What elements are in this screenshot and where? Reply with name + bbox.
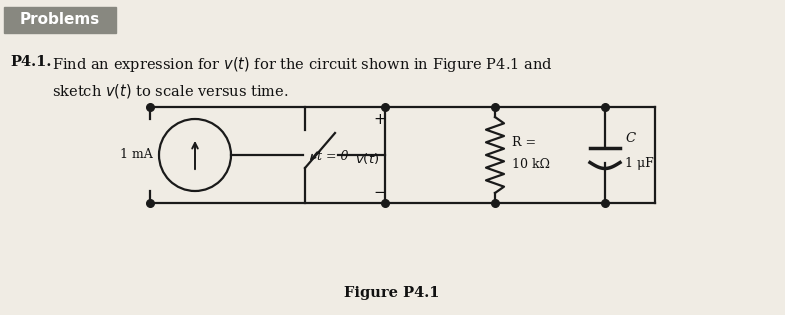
Text: t = 0: t = 0 bbox=[317, 150, 349, 163]
Text: Figure P4.1: Figure P4.1 bbox=[345, 286, 440, 300]
Text: Problems: Problems bbox=[20, 13, 100, 27]
Text: P4.1.: P4.1. bbox=[10, 55, 51, 69]
Text: 1 μF: 1 μF bbox=[625, 157, 654, 169]
Text: 1 mA: 1 mA bbox=[120, 148, 153, 162]
Text: $-$: $-$ bbox=[374, 183, 386, 198]
Text: $v(t)$: $v(t)$ bbox=[356, 151, 380, 165]
FancyBboxPatch shape bbox=[4, 7, 116, 33]
Text: Find an expression for $v(t)$ for the circuit shown in Figure P4.1 and: Find an expression for $v(t)$ for the ci… bbox=[52, 55, 553, 74]
Text: +: + bbox=[374, 112, 386, 127]
Text: sketch $v(t)$ to scale versus time.: sketch $v(t)$ to scale versus time. bbox=[52, 82, 289, 100]
Text: C: C bbox=[625, 131, 635, 145]
Text: R =: R = bbox=[512, 135, 536, 148]
Text: 10 kΩ: 10 kΩ bbox=[512, 158, 550, 171]
